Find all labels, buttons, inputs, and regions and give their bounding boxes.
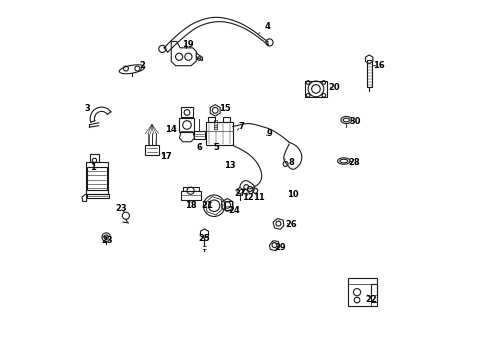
Text: 11: 11: [252, 193, 264, 202]
Text: 28: 28: [348, 158, 360, 167]
Text: 10: 10: [286, 190, 298, 199]
Text: 22: 22: [365, 295, 376, 304]
Text: 15: 15: [219, 104, 230, 113]
Text: 20: 20: [327, 83, 339, 92]
Text: 13: 13: [224, 161, 236, 170]
Bar: [179, 118, 194, 132]
Bar: [145, 145, 159, 155]
Bar: [347, 278, 377, 306]
Bar: [370, 284, 377, 302]
Text: 1: 1: [90, 163, 103, 172]
Text: 21: 21: [201, 201, 212, 210]
Bar: [181, 108, 193, 117]
Text: 12: 12: [242, 193, 253, 202]
Bar: [193, 131, 205, 139]
Text: 14: 14: [165, 126, 177, 135]
Bar: [205, 122, 232, 145]
Text: 9: 9: [266, 129, 272, 138]
Bar: [223, 117, 230, 122]
Text: 26: 26: [285, 220, 296, 229]
Text: 6: 6: [197, 143, 203, 152]
Text: 25: 25: [198, 234, 210, 243]
Text: 30: 30: [349, 117, 360, 126]
Text: 3: 3: [84, 104, 95, 116]
Bar: [224, 202, 231, 210]
Bar: [183, 187, 198, 191]
Text: 27: 27: [234, 189, 245, 198]
Text: 23: 23: [115, 204, 127, 213]
Text: 24: 24: [227, 206, 239, 215]
Text: 19: 19: [181, 40, 193, 49]
Bar: [85, 162, 107, 194]
Text: 29: 29: [274, 243, 285, 252]
Text: 4: 4: [258, 22, 270, 33]
Text: 18: 18: [185, 201, 196, 210]
Text: 17: 17: [160, 152, 171, 161]
Text: 2: 2: [140, 61, 145, 70]
Text: 8: 8: [283, 158, 293, 167]
Bar: [305, 81, 326, 97]
Bar: [207, 117, 214, 122]
Bar: [181, 191, 200, 200]
Text: 16: 16: [372, 61, 384, 70]
Text: 7: 7: [237, 122, 244, 131]
Bar: [86, 167, 106, 190]
Bar: [87, 194, 108, 198]
Bar: [366, 60, 371, 87]
Text: 23: 23: [101, 235, 113, 245]
Text: 5: 5: [213, 143, 219, 152]
Bar: [90, 154, 99, 162]
